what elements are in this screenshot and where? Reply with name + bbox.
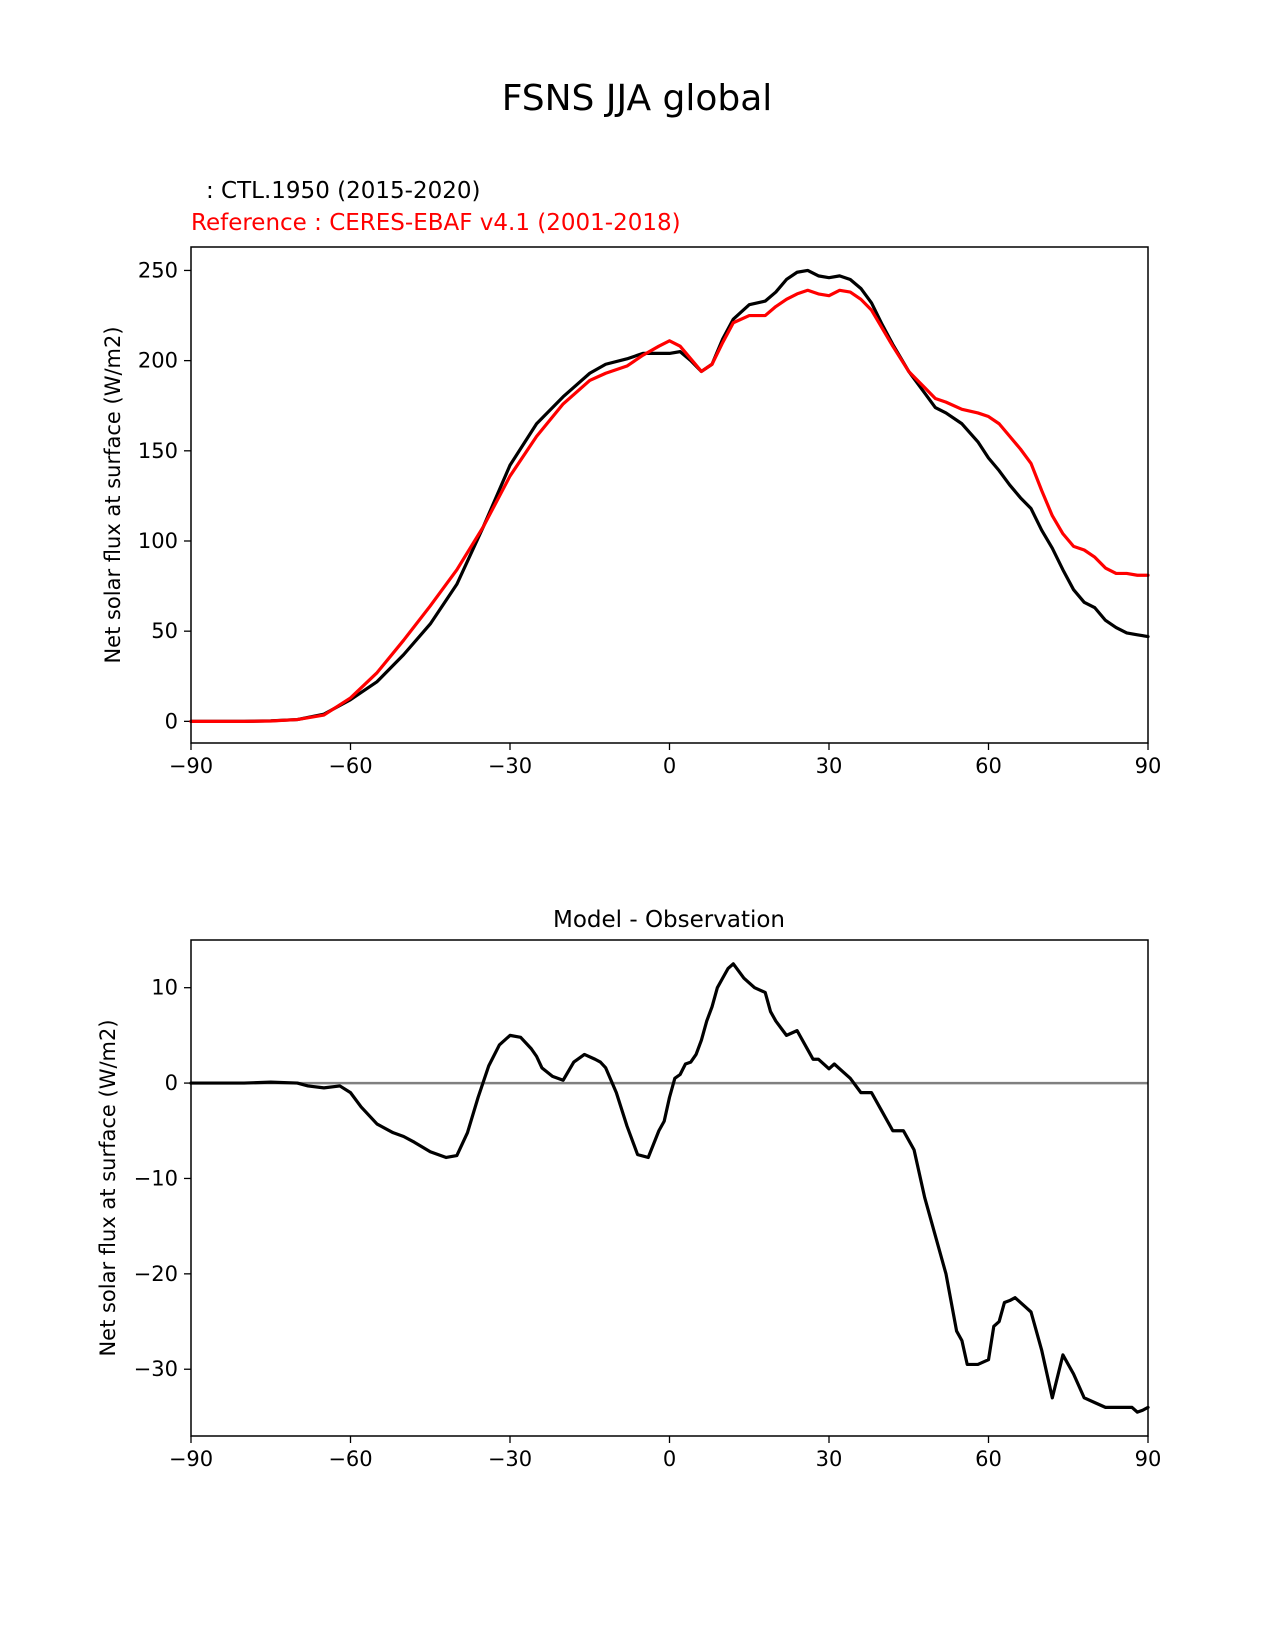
top-xtick-label: −90 <box>169 754 213 778</box>
top-xtick-label: 60 <box>975 754 1002 778</box>
top-ytick-label: 100 <box>138 529 178 553</box>
top-ylabel: Net solar flux at surface (W/m2) <box>101 326 125 663</box>
bottom-xtick-label: 60 <box>975 1447 1002 1471</box>
bottom-series <box>189 962 1150 1414</box>
reference-label: Reference : CERES-EBAF v4.1 (2001-2018) <box>191 210 681 236</box>
bottom-xtick-label: −30 <box>488 1447 532 1471</box>
bottom-ylabel: Net solar flux at surface (W/m2) <box>96 1019 120 1356</box>
top-ticks: −90 −60 −30 0 30 60 90 0 50 100 150 200 250 <box>138 258 1161 778</box>
top-xtick-label: 30 <box>816 754 843 778</box>
test-case-label: : CTL.1950 (2015-2020) <box>206 178 480 204</box>
bottom-panel: −90 −60 −30 0 30 60 90 −30 −20 −10 0 10 Net solar f… <box>96 939 1162 1471</box>
top-ytick-label: 0 <box>165 709 178 733</box>
bottom-title: Model - Observation <box>553 907 785 933</box>
bottom-axes-frame <box>190 939 1149 1437</box>
top-series <box>189 268 1150 723</box>
bottom-xtick-label: 30 <box>816 1447 843 1471</box>
top-series-ctl-1950-2015-2020-line <box>189 268 1150 723</box>
top-panel: −90 −60 −30 0 30 60 90 0 50 100 150 200 250 Net sola… <box>101 246 1161 778</box>
bottom-ytick-label: 10 <box>151 976 178 1000</box>
bottom-xtick-label: 0 <box>663 1447 676 1471</box>
bottom-series-model-observation-line <box>189 962 1150 1414</box>
bottom-ytick-label: 0 <box>165 1071 178 1095</box>
bottom-ytick-label: −20 <box>134 1262 178 1286</box>
bottom-xtick-label: −90 <box>169 1447 213 1471</box>
bottom-ytick-label: −10 <box>134 1166 178 1190</box>
figure-title: FSNS JJA global <box>502 78 773 119</box>
top-xtick-label: −60 <box>328 754 372 778</box>
bottom-ticks: −90 −60 −30 0 30 60 90 −30 −20 −10 0 10 <box>134 976 1162 1471</box>
top-xtick-label: −30 <box>488 754 532 778</box>
top-ytick-label: 50 <box>151 619 178 643</box>
top-ytick-label: 250 <box>138 258 178 282</box>
top-xtick-label: 0 <box>663 754 676 778</box>
top-axes-frame <box>190 246 1149 744</box>
bottom-xtick-label: −60 <box>328 1447 372 1471</box>
bottom-xtick-label: 90 <box>1135 1447 1162 1471</box>
top-xtick-label: 90 <box>1135 754 1162 778</box>
top-series-ceres-ebaf-v4-1-2001-2018-line <box>189 288 1150 723</box>
top-ytick-label: 150 <box>138 439 178 463</box>
top-ytick-label: 200 <box>138 349 178 373</box>
bottom-ytick-label: −30 <box>134 1357 178 1381</box>
